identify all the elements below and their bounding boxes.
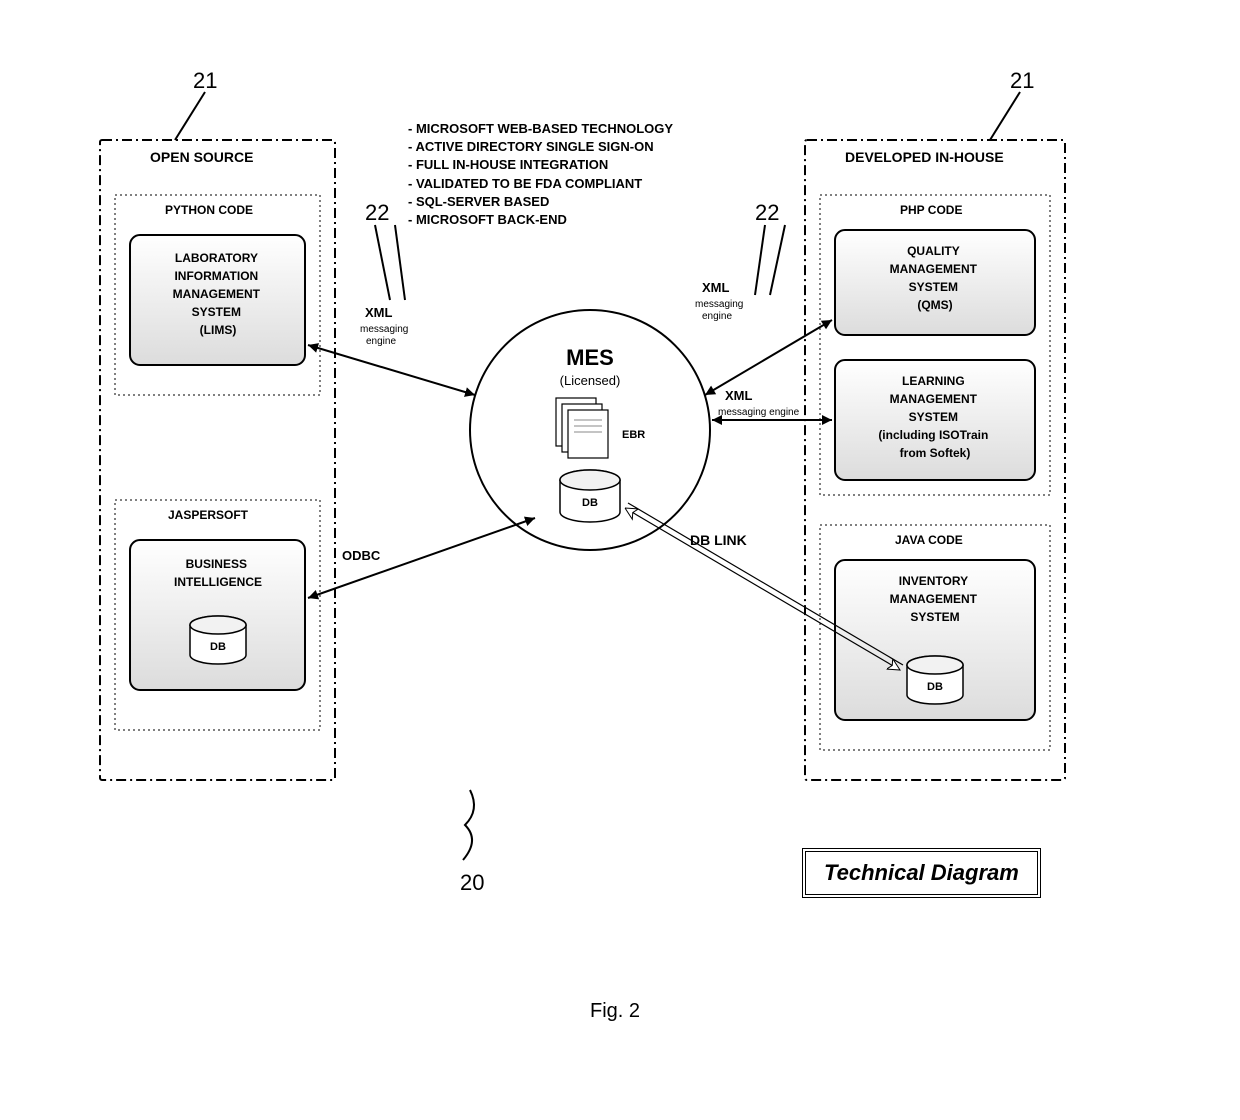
mes-sub: (Licensed) (560, 373, 621, 388)
db-icon-bi: DB (190, 616, 246, 664)
php-code-label: PHP CODE (900, 203, 962, 217)
svg-text:engine: engine (702, 311, 732, 322)
db-icon-ims: DB (907, 656, 963, 704)
svg-text:XML: XML (365, 305, 393, 320)
svg-text:DB: DB (582, 497, 598, 509)
db-icon-mes: DB (560, 470, 620, 522)
python-code-label: PYTHON CODE (165, 203, 253, 217)
diagram-svg: OPEN SOURCE PYTHON CODE LABORATORY INFOR… (0, 0, 1240, 1120)
svg-text:DB: DB (210, 641, 226, 653)
svg-text:DB LINK: DB LINK (690, 532, 747, 548)
svg-text:messaging: messaging (360, 324, 408, 335)
svg-text:XML: XML (702, 280, 730, 295)
svg-text:DB: DB (927, 681, 943, 693)
mes-title: MES (566, 345, 614, 370)
open-source-title: OPEN SOURCE (150, 149, 253, 165)
svg-text:EBR: EBR (622, 429, 645, 441)
diagram-canvas: 21 21 22 22 20 - MICROSOFT WEB-BASED TEC… (0, 0, 1240, 1120)
jaspersoft-label: JASPERSOFT (168, 508, 249, 522)
svg-text:messaging engine: messaging engine (718, 407, 800, 418)
svg-text:engine: engine (366, 336, 396, 347)
svg-text:messaging: messaging (695, 299, 743, 310)
inhouse-title: DEVELOPED IN-HOUSE (845, 149, 1004, 165)
svg-text:XML: XML (725, 388, 753, 403)
svg-text:ODBC: ODBC (342, 548, 381, 563)
java-code-label: JAVA CODE (895, 533, 963, 547)
